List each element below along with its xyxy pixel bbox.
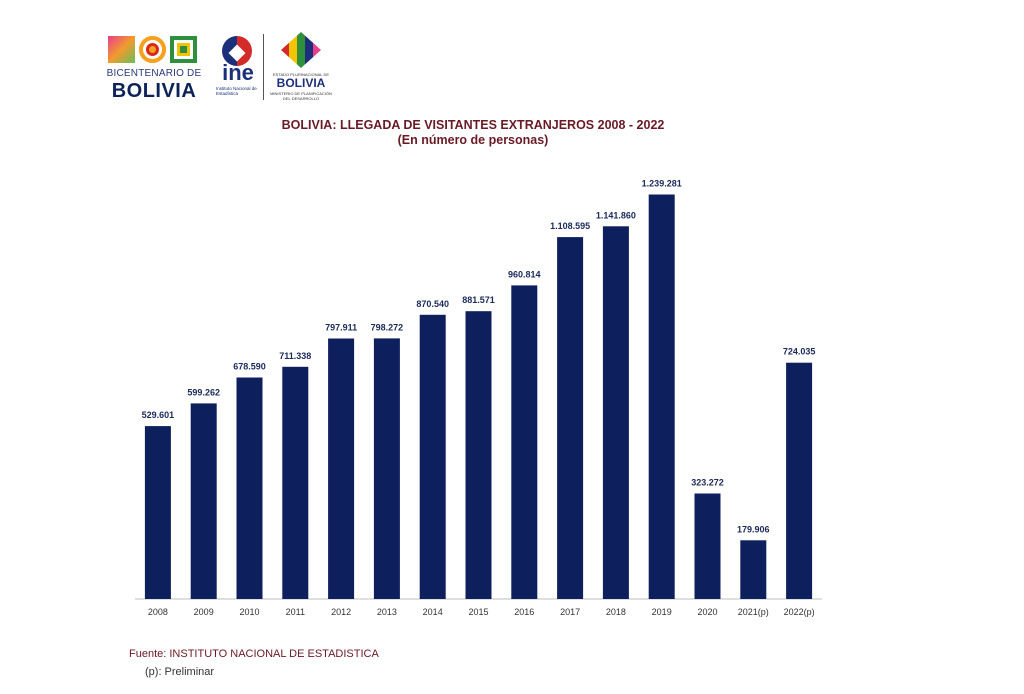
ine-logo: ine Instituto Nacional de Estadística	[216, 30, 260, 102]
x-tick-2011: 2011	[286, 607, 305, 617]
bar-2017	[557, 237, 584, 599]
chart-subtitle: (En número de personas)	[397, 133, 549, 147]
data-label-2020: 323.272	[691, 478, 724, 488]
bar-2009	[190, 403, 217, 599]
bar-2008	[144, 426, 171, 599]
data-label-2022(p): 724.035	[783, 347, 816, 357]
data-label-2011: 711.338	[279, 351, 311, 361]
source-note: Fuente: INSTITUTO NACIONAL DE ESTADISTIC…	[129, 648, 379, 660]
x-tick-2022(p): 2022(p)	[784, 607, 815, 617]
ine-emblem-icon	[222, 36, 252, 66]
bar-2020	[694, 493, 721, 599]
x-tick-2017: 2017	[560, 607, 580, 617]
ine-subtitle: Instituto Nacional de Estadística	[216, 86, 257, 96]
bar-2015	[465, 311, 492, 599]
x-tick-2020: 2020	[697, 607, 717, 617]
data-label-2014: 870.540	[416, 299, 449, 309]
bicentenario-tiles-icon	[108, 36, 198, 64]
data-label-2008: 529.601	[142, 410, 175, 420]
x-tick-2008: 2008	[148, 607, 168, 617]
bar-2013	[373, 338, 400, 599]
x-tick-2013: 2013	[377, 607, 397, 617]
bar-2011	[282, 366, 309, 599]
preliminary-note: (p): Preliminar	[145, 666, 215, 678]
bar-2010	[236, 377, 263, 599]
data-label-2021(p): 179.906	[737, 524, 770, 534]
x-tick-2021(p): 2021(p)	[738, 607, 769, 617]
ine-wordmark: ine	[222, 60, 254, 85]
bar-2022(p)	[786, 362, 813, 599]
bar-2014	[419, 314, 446, 599]
data-label-2012: 797.911	[325, 323, 357, 333]
header-logos: BICENTENARIO DE BOLIVIA ine Instituto Na…	[104, 30, 334, 102]
data-label-2016: 960.814	[508, 269, 541, 279]
x-tick-2014: 2014	[423, 607, 443, 617]
data-label-2015: 881.571	[462, 295, 495, 305]
x-tick-2019: 2019	[652, 607, 672, 617]
ministry-name: BOLIVIA	[276, 76, 326, 90]
data-label-2019: 1.239.281	[642, 179, 682, 189]
data-label-2013: 798.272	[371, 322, 404, 332]
data-label-2017: 1.108.595	[550, 221, 590, 231]
x-tick-2010: 2010	[239, 607, 259, 617]
bar-2021(p)	[740, 540, 767, 599]
x-tick-2012: 2012	[331, 607, 351, 617]
ministry-small-text-2: MINISTERIO DE PLANIFICACIÓN DEL DESARROL…	[270, 91, 332, 101]
bar-2019	[648, 194, 675, 599]
ministry-logo: ESTADO PLURINACIONAL DE BOLIVIA MINISTER…	[268, 30, 334, 102]
x-tick-2009: 2009	[194, 607, 214, 617]
bar-2016	[511, 285, 538, 599]
data-label-2009: 599.262	[187, 387, 220, 397]
bar-2018	[602, 226, 629, 600]
bar-2012	[328, 338, 355, 599]
data-label-2010: 678.590	[233, 362, 266, 372]
x-tick-2018: 2018	[606, 607, 626, 617]
x-tick-2016: 2016	[514, 607, 534, 617]
bicentenario-title: BOLIVIA	[111, 80, 197, 102]
logo-divider	[263, 34, 264, 100]
bicentenario-logo: BICENTENARIO DE BOLIVIA	[104, 36, 204, 102]
bicentenario-subtitle: BICENTENARIO DE	[106, 68, 202, 79]
ministry-small-text: ESTADO PLURINACIONAL DE	[272, 72, 329, 77]
chart-title: BOLIVIA: LLEGADA DE VISITANTES EXTRANJER…	[281, 118, 665, 132]
x-tick-2015: 2015	[468, 607, 488, 617]
data-label-2018: 1.141.860	[596, 210, 636, 220]
